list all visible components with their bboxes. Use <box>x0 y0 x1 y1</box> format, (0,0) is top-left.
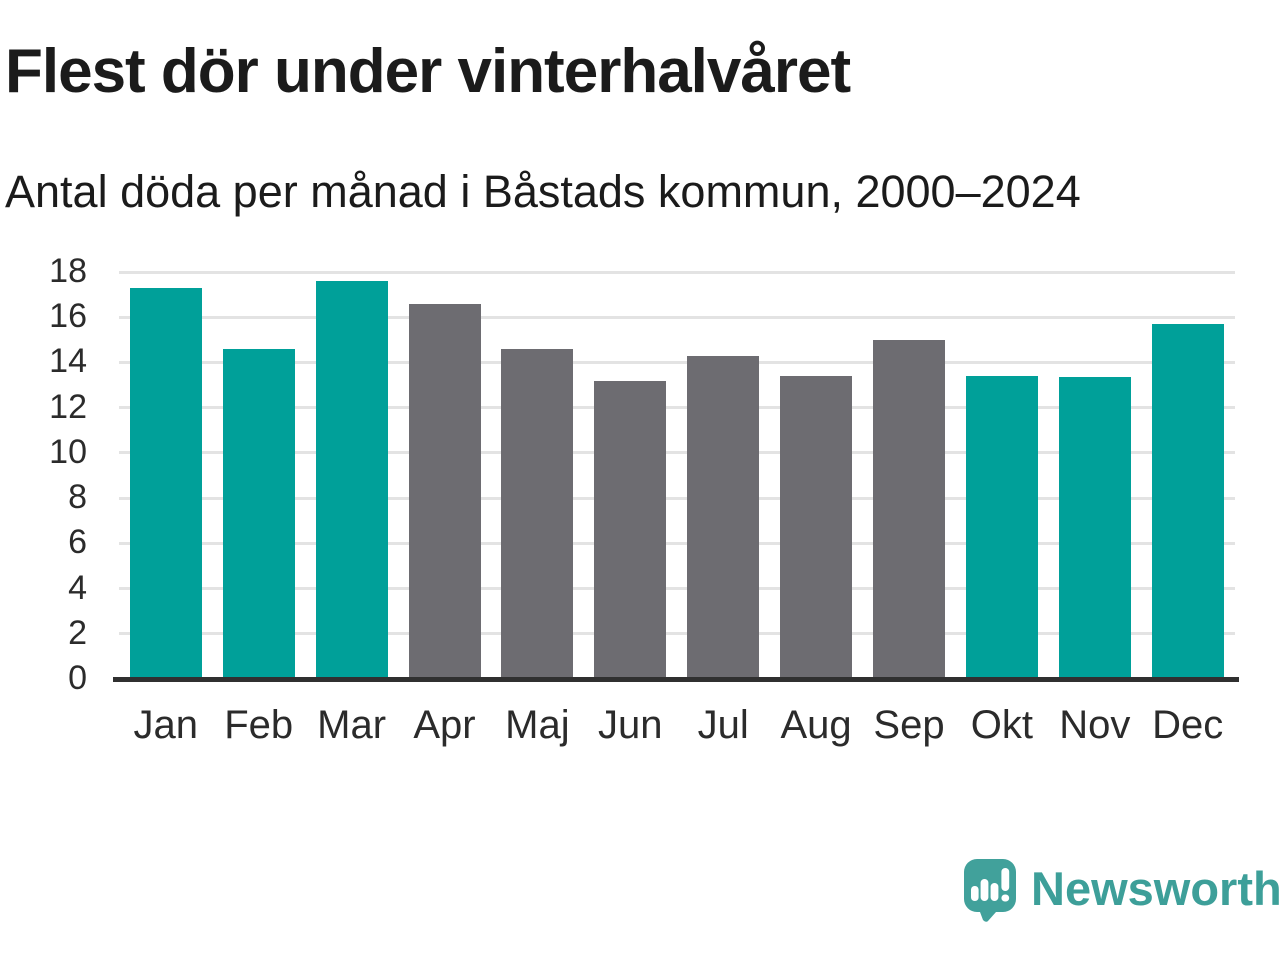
x-axis-month-label-jul: Jul <box>697 703 749 747</box>
bar-apr <box>408 303 481 679</box>
y-axis-tick-label-12: 12 <box>49 387 87 426</box>
y-axis-tick-label-0: 0 <box>68 659 87 697</box>
logo-bar-3 <box>990 883 999 901</box>
bar-maj <box>501 348 574 679</box>
x-axis-month-label-maj: Maj <box>505 703 570 747</box>
gridline-y-6 <box>119 541 1235 545</box>
page-subtitle: Antal döda per månad i Båstads kommun, 2… <box>5 166 1081 217</box>
x-axis-month-label-apr: Apr <box>413 703 476 747</box>
x-axis-month-label-feb: Feb <box>224 703 294 747</box>
gridline-y-2 <box>119 632 1235 636</box>
gridline-y-4 <box>119 587 1235 591</box>
y-axis-tick-label-8: 8 <box>68 478 87 517</box>
y-axis-tick-label-6: 6 <box>68 523 87 562</box>
bar-sep <box>873 339 945 679</box>
logo-exclamation-dot <box>1001 894 1010 902</box>
bar-chart-plot-area: 0 2 4 6 8 10 12 14 16 18 Jan Feb Mar Apr Maj Jun Jul Aug S… <box>49 252 1235 747</box>
bar-okt <box>965 376 1038 679</box>
y-axis-tick-label-16: 16 <box>49 297 87 336</box>
x-axis-month-label-jan: Jan <box>133 703 199 747</box>
gridline-y-8 <box>119 496 1235 500</box>
gridline-y-14 <box>119 360 1235 364</box>
gridline-y-16 <box>119 315 1235 319</box>
bar-jan <box>129 287 202 679</box>
bar-aug <box>780 376 853 679</box>
x-axis-month-label-nov: Nov <box>1059 703 1131 747</box>
y-axis-tick-label-4: 4 <box>68 568 87 607</box>
x-axis-month-label-sep: Sep <box>873 703 945 747</box>
x-axis-month-label-dec: Dec <box>1152 703 1224 747</box>
gridline-y-10 <box>119 451 1235 455</box>
y-axis-tick-label-10: 10 <box>49 432 87 471</box>
logo-bar-1 <box>971 886 979 901</box>
y-axis-tick-label-2: 2 <box>68 613 87 652</box>
page-title: Flest dör under vinterhalvåret <box>5 37 851 106</box>
bar-jun <box>594 380 667 679</box>
bar-nov <box>1058 377 1131 679</box>
bar-feb <box>222 348 295 679</box>
x-axis-month-label-mar: Mar <box>317 703 387 747</box>
newsworthy-logo-icon <box>964 859 1016 922</box>
newsworthy-logo-text: Newsworthy <box>1031 862 1280 915</box>
logo-exclamation-stem <box>1001 868 1010 891</box>
bar-jul <box>687 355 760 679</box>
gridline-y-18 <box>119 270 1235 274</box>
x-axis-baseline <box>113 677 1239 682</box>
x-axis-month-label-aug: Aug <box>780 703 852 747</box>
y-axis-tick-label-14: 14 <box>49 342 87 381</box>
newsworthy-logo: Newsworthy <box>963 858 1280 922</box>
x-axis-month-label-jun: Jun <box>598 703 663 747</box>
bar-mar <box>315 281 388 679</box>
x-axis-month-label-okt: Okt <box>970 703 1033 747</box>
y-axis-tick-label-18: 18 <box>49 252 87 290</box>
bar-dec <box>1151 324 1224 679</box>
logo-bar-2 <box>980 879 989 901</box>
gridline-y-12 <box>119 406 1235 410</box>
